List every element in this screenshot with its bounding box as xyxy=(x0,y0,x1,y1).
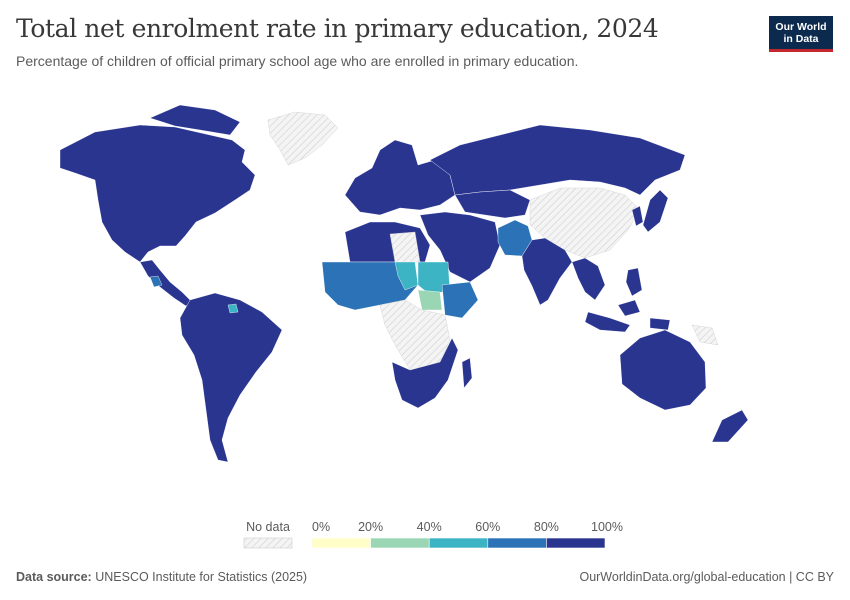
region-libya[interactable] xyxy=(389,231,421,263)
legend-tick-5: 100% xyxy=(591,520,623,534)
source-text: UNESCO Institute for Statistics (2025) xyxy=(95,570,308,584)
region-central-america[interactable] xyxy=(139,259,193,307)
legend-tick-2: 40% xyxy=(417,520,442,534)
region-south-america[interactable] xyxy=(179,292,283,463)
region-south-sudan[interactable] xyxy=(417,289,443,311)
legend-tick-1: 20% xyxy=(358,520,383,534)
map-legend[interactable]: No data 0% 20% 40% 60% 80% 100% xyxy=(0,515,850,555)
region-australia[interactable] xyxy=(619,329,707,411)
region-indonesia[interactable] xyxy=(584,299,671,333)
logo-line-2: in Data xyxy=(783,33,819,45)
region-europe[interactable] xyxy=(344,139,456,216)
world-map[interactable] xyxy=(0,95,850,515)
region-papua-new-guinea[interactable] xyxy=(691,324,719,346)
region-arctic-islands[interactable] xyxy=(149,104,241,136)
owid-logo[interactable]: Our World in Data xyxy=(769,16,833,52)
region-southeast-asia[interactable] xyxy=(571,257,606,301)
region-chad[interactable] xyxy=(394,261,419,291)
region-suriname[interactable] xyxy=(227,303,239,314)
region-russia[interactable] xyxy=(429,124,686,196)
region-west-africa[interactable] xyxy=(321,261,419,311)
region-japan[interactable] xyxy=(642,189,669,233)
legend-tick-0: 0% xyxy=(312,520,330,534)
region-india[interactable] xyxy=(521,237,573,306)
legend-bin-1[interactable] xyxy=(370,537,430,549)
region-north-america[interactable] xyxy=(59,124,256,263)
chart-subtitle: Percentage of children of official prima… xyxy=(16,53,579,69)
chart-title: Total net enrolment rate in primary educ… xyxy=(16,14,659,43)
region-madagascar[interactable] xyxy=(461,357,473,389)
region-southern-africa[interactable] xyxy=(391,337,459,409)
region-philippines[interactable] xyxy=(625,267,643,297)
legend-bin-4[interactable] xyxy=(546,537,606,549)
source-url[interactable]: OurWorldinData.org/global-education | CC… xyxy=(579,570,834,584)
data-source: Data source: UNESCO Institute for Statis… xyxy=(16,570,307,584)
legend-tick-4: 80% xyxy=(534,520,559,534)
region-korea[interactable] xyxy=(631,205,644,227)
legend-no-data-label: No data xyxy=(246,520,290,534)
region-horn-of-africa[interactable] xyxy=(441,281,479,319)
legend-bin-2[interactable] xyxy=(428,537,489,549)
source-label: Data source: xyxy=(16,570,92,584)
legend-bin-3[interactable] xyxy=(487,537,547,549)
region-middle-east[interactable] xyxy=(419,211,501,283)
region-central-africa[interactable] xyxy=(379,299,451,371)
region-greenland[interactable] xyxy=(267,111,339,166)
region-central-asia[interactable] xyxy=(454,189,531,219)
legend-bin-0[interactable] xyxy=(311,537,371,549)
region-new-zealand[interactable] xyxy=(711,409,749,443)
legend-no-data-swatch xyxy=(243,537,293,549)
region-china[interactable] xyxy=(529,187,641,259)
logo-line-1: Our World xyxy=(775,21,827,33)
region-guatemala[interactable] xyxy=(149,275,163,288)
legend-tick-3: 60% xyxy=(475,520,500,534)
